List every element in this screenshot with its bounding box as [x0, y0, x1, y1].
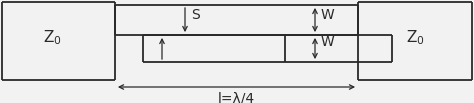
Text: l=λ/4: l=λ/4 — [218, 92, 255, 103]
Text: S: S — [191, 8, 200, 22]
Text: W: W — [321, 35, 335, 49]
Text: Z$_0$: Z$_0$ — [43, 29, 61, 47]
Text: W: W — [321, 8, 335, 22]
Text: Z$_0$: Z$_0$ — [406, 29, 424, 47]
